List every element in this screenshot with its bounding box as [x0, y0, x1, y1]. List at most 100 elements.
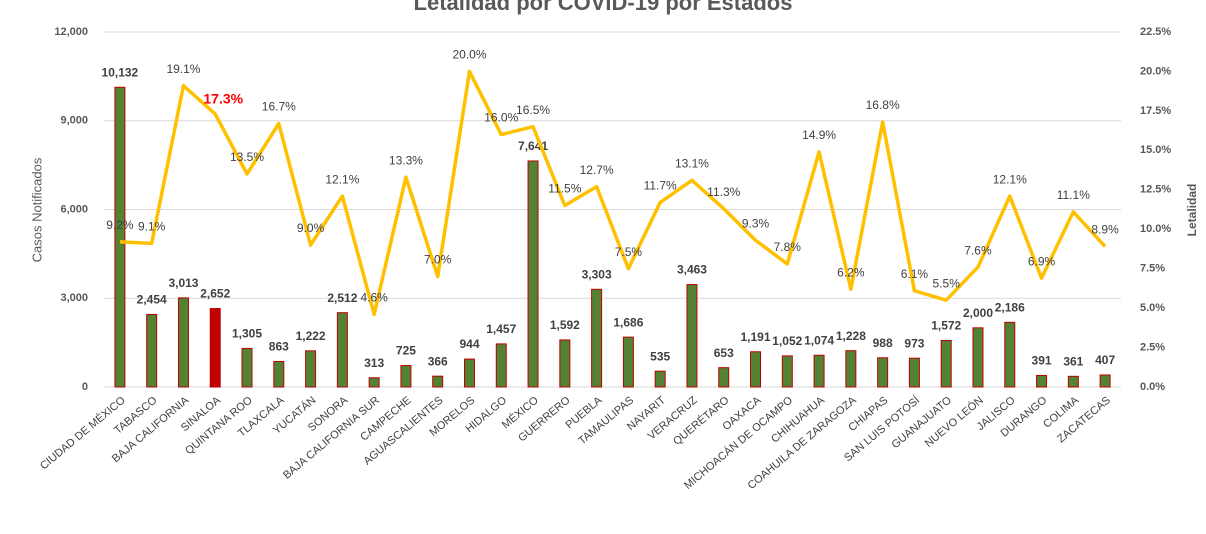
bar-value-label: 407 [1095, 353, 1115, 367]
bar [463, 358, 475, 388]
bar [940, 339, 952, 388]
y-tick-label: 3,000 [60, 292, 88, 304]
bar [686, 284, 698, 388]
y2-tick-label: 15.0% [1140, 144, 1171, 156]
line-value-label: 6.9% [1028, 254, 1056, 268]
line-value-label: 11.7% [644, 179, 677, 193]
y2-tick-label: 20.0% [1140, 65, 1171, 77]
line-value-label: 12.7% [580, 163, 614, 177]
line-value-label: 12.1% [325, 172, 359, 186]
bar-value-label: 2,186 [995, 301, 1025, 315]
y-tick-label: 12,000 [54, 26, 88, 38]
line-value-label: 7.8% [774, 240, 802, 254]
bar [972, 327, 984, 388]
line-value-label: 12.1% [993, 172, 1027, 186]
bar-value-label: 2,000 [963, 306, 993, 320]
line [119, 69, 1107, 317]
bar-value-label: 725 [396, 344, 416, 358]
bar [559, 339, 571, 388]
bar [146, 313, 158, 388]
y2-axis-label: Letalidad [1185, 184, 1199, 237]
line-value-label: 19.1% [166, 62, 200, 76]
x-tick-label: QUERÉTARO [670, 393, 731, 448]
bar [718, 367, 730, 388]
bar-value-label: 2,652 [200, 287, 230, 301]
bar [622, 336, 634, 388]
bar-value-label: 653 [714, 346, 734, 360]
bar-value-label: 1,592 [550, 318, 580, 332]
y-axis-label: Casos Notificados [29, 157, 44, 262]
bar [1036, 374, 1048, 388]
y2-tick-label: 0.0% [1140, 381, 1165, 393]
y2-tick-label: 17.5% [1140, 105, 1171, 117]
line-value-label: 16.8% [866, 98, 900, 112]
line-value-label: 7.5% [615, 245, 643, 259]
bar [177, 297, 189, 388]
line-value-label: 17.3% [203, 91, 243, 107]
bar [114, 86, 126, 388]
y-tick-label: 6,000 [60, 203, 88, 215]
bar [1099, 374, 1111, 388]
line-value-label: 16.0% [484, 111, 518, 125]
bar [750, 351, 762, 388]
bar-value-label: 988 [873, 336, 893, 350]
bar [368, 377, 380, 388]
bar-value-label: 1,074 [804, 333, 834, 347]
bar-value-label: 1,228 [836, 329, 866, 343]
y2-tick-label: 22.5% [1140, 26, 1171, 38]
line-value-label: 8.9% [1091, 223, 1119, 237]
bar [877, 357, 889, 388]
bar-value-label: 3,463 [677, 263, 707, 277]
line-value-label: 20.0% [452, 48, 486, 62]
bar [495, 343, 507, 388]
line-value-label: 7.6% [964, 243, 992, 257]
bar-value-label: 1,686 [613, 315, 643, 329]
bar [654, 370, 666, 388]
bar-value-label: 535 [650, 349, 670, 363]
bar [432, 375, 444, 388]
y2-tick-label: 2.5% [1140, 341, 1165, 353]
line-value-label: 6.2% [837, 265, 865, 279]
bar [813, 354, 825, 388]
y-tick-label: 9,000 [60, 115, 88, 127]
line-value-label: 11.5% [548, 182, 581, 196]
line-value-label: 4.6% [360, 291, 388, 305]
bar [908, 357, 920, 388]
bar-value-label: 863 [269, 340, 289, 354]
bar-value-label: 361 [1063, 354, 1083, 368]
bar [1067, 375, 1079, 388]
bar-value-label: 2,512 [327, 291, 357, 305]
bar [845, 350, 857, 388]
line-value-label: 13.1% [675, 156, 709, 170]
chart-title: Letalidad por COVID-19 por Estados [414, 0, 793, 15]
line-value-label: 13.3% [389, 153, 423, 167]
bar [336, 312, 348, 388]
y2-tick-label: 10.0% [1140, 223, 1171, 235]
bar-value-label: 1,222 [296, 329, 326, 343]
line-value-label: 16.5% [516, 103, 550, 117]
bar [209, 308, 221, 388]
bar-value-label: 3,303 [582, 267, 612, 281]
line-value-label: 9.0% [297, 221, 325, 235]
line-value-label: 13.5% [230, 150, 264, 164]
line-value-label: 9.1% [138, 220, 166, 234]
line-value-label: 14.9% [802, 128, 836, 142]
y2-tick-label: 12.5% [1140, 184, 1171, 196]
y2-tick-label: 5.0% [1140, 302, 1165, 314]
bar-value-label: 973 [904, 336, 924, 350]
bar [305, 350, 317, 388]
bar [273, 360, 285, 388]
bar-value-label: 366 [428, 354, 448, 368]
line-value-label: 9.3% [742, 216, 770, 230]
bar [1004, 321, 1016, 388]
line-value-label: 11.3% [707, 185, 740, 199]
bar [527, 160, 539, 388]
bar-value-label: 1,572 [931, 319, 961, 333]
line-value-label: 16.7% [262, 100, 296, 114]
bar [591, 288, 603, 388]
bar-value-label: 944 [459, 337, 479, 351]
bar-value-label: 1,052 [772, 334, 802, 348]
bar-value-label: 10,132 [102, 65, 139, 79]
y2-tick-label: 7.5% [1140, 263, 1165, 275]
